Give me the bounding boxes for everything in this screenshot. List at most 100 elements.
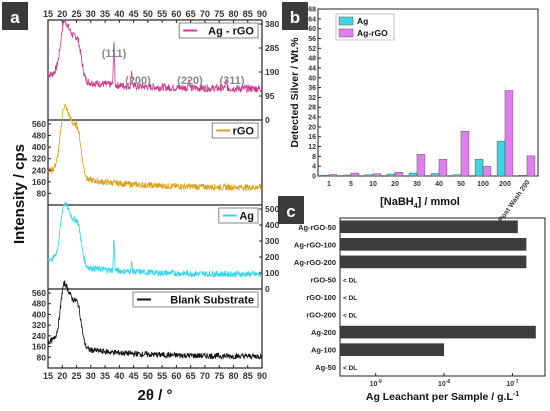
bar bbox=[328, 174, 338, 177]
y-tick-label: 160 bbox=[32, 342, 46, 352]
svg-text:a: a bbox=[10, 8, 20, 27]
bar bbox=[342, 174, 352, 177]
x-tick-label: 30 bbox=[413, 181, 421, 188]
y-tick-label: 320 bbox=[32, 320, 46, 330]
legend-box bbox=[132, 291, 259, 308]
y-tick-label: 52 bbox=[308, 46, 316, 53]
x-tick-label: 45 bbox=[129, 9, 139, 19]
x-tick-label: 20 bbox=[391, 181, 399, 188]
x-tick-label: 80 bbox=[228, 371, 238, 381]
legend-label: Ag bbox=[239, 211, 254, 223]
bar bbox=[504, 90, 514, 177]
svg-text:b: b bbox=[290, 8, 300, 27]
hbar bbox=[340, 220, 518, 234]
legend-box bbox=[218, 207, 259, 224]
bar bbox=[518, 175, 528, 177]
x-tick-label: 100 bbox=[477, 181, 489, 188]
y-tick-label: 190 bbox=[265, 67, 279, 77]
y-tick-label: 0 bbox=[312, 174, 316, 181]
y-tick-label: 300 bbox=[265, 236, 279, 246]
dl-label: < DL bbox=[343, 313, 357, 320]
bar bbox=[438, 159, 448, 177]
x-tick-label: 40 bbox=[435, 181, 443, 188]
y-tick-label: 0 bbox=[265, 284, 270, 294]
hbar-frame bbox=[339, 217, 546, 377]
y-category-label: Ag-50 bbox=[315, 363, 336, 372]
bar bbox=[364, 174, 374, 177]
y-tick-label: 240 bbox=[32, 331, 46, 341]
x-tick-label: 30 bbox=[86, 9, 96, 19]
bar bbox=[350, 172, 360, 177]
panel-label-b: b bbox=[282, 2, 308, 30]
x-tick-label: 5 bbox=[349, 181, 353, 188]
x-tick-label: 75 bbox=[214, 9, 224, 19]
y-tick-label: 64 bbox=[308, 16, 316, 23]
panel-label-a: a bbox=[2, 2, 28, 30]
y-tick-label: 20 bbox=[308, 124, 316, 131]
y-category-label: Ag-rGO-200 bbox=[294, 258, 336, 267]
dl-label: < DL bbox=[343, 295, 357, 302]
bar bbox=[474, 159, 484, 177]
hbar bbox=[340, 343, 445, 356]
x-tick-label: 25 bbox=[72, 9, 82, 19]
x-tick-label: 50 bbox=[457, 181, 465, 188]
x-tick-label: 15 bbox=[43, 9, 53, 19]
bar bbox=[372, 173, 382, 177]
x-tick-label: 30 bbox=[86, 371, 96, 381]
legend-label: Blank Substrate bbox=[170, 295, 254, 307]
legend-swatch bbox=[338, 16, 354, 26]
silver-bar-panel: 048121620242832364044485256606468Detecte… bbox=[289, 7, 539, 223]
x-axis-label: Ag Leachant per Sample / g.L-1 bbox=[366, 391, 519, 403]
x-tick-label: 15 bbox=[43, 371, 53, 381]
x-tick-label: 65 bbox=[186, 9, 196, 19]
y-category-label: rGO-100 bbox=[306, 293, 336, 302]
x-tick-label: 90 bbox=[257, 9, 267, 19]
hbar bbox=[340, 325, 536, 339]
bar bbox=[452, 174, 462, 177]
bar-frame bbox=[317, 8, 539, 177]
peak-label: (111) bbox=[102, 48, 127, 60]
y-tick-label: 4 bbox=[312, 164, 316, 171]
y-category-label: Ag-rGO-100 bbox=[294, 240, 336, 249]
y-tick-label: 48 bbox=[308, 56, 316, 63]
x-tick-label: 85 bbox=[243, 9, 253, 19]
hbar bbox=[340, 255, 527, 269]
bar bbox=[482, 166, 492, 177]
x-axis-label: 2θ / ° bbox=[138, 387, 173, 404]
y-category-label: Ag-100 bbox=[311, 346, 336, 355]
x-axis-label: [NaBH4] / mmol bbox=[380, 196, 460, 210]
x-tick-label: 50 bbox=[143, 9, 153, 19]
y-tick-label: 480 bbox=[32, 131, 46, 141]
y-category-label: Ag-rGO-50 bbox=[298, 223, 336, 232]
x-tick-label: 85 bbox=[243, 371, 253, 381]
y-tick-label: 160 bbox=[32, 177, 46, 187]
y-tick-label: 285 bbox=[265, 43, 279, 53]
legend-box bbox=[211, 122, 259, 139]
y-tick-label: 500 bbox=[265, 204, 279, 214]
xrd-trace bbox=[47, 18, 263, 94]
y-tick-label: 32 bbox=[308, 95, 316, 102]
y-axis-label: Intensity / cps bbox=[11, 144, 28, 244]
x-tick-label: 55 bbox=[157, 9, 167, 19]
y-tick-label: 240 bbox=[32, 165, 46, 175]
panel-label-c: c bbox=[278, 196, 304, 224]
y-category-label: rGO-50 bbox=[311, 275, 336, 284]
y-tick-label: 400 bbox=[265, 220, 279, 230]
legend-label: rGO bbox=[233, 126, 255, 138]
xrd-trace bbox=[47, 201, 263, 278]
legend-box bbox=[178, 22, 259, 39]
svg-text:c: c bbox=[286, 202, 295, 221]
x-tick-label: 25 bbox=[72, 371, 82, 381]
legend-swatch bbox=[338, 28, 354, 38]
x-tick-label: 90 bbox=[257, 371, 267, 381]
xrd-panel: 15 15 20 20 25 25 30 30 35 35 40 40 45 45 50 50 55 55 60 60… bbox=[11, 9, 279, 404]
x-tick-label: 55 bbox=[157, 371, 167, 381]
peak-label: (200) bbox=[125, 75, 151, 87]
x-tick-label: 80 bbox=[228, 9, 238, 19]
dl-label: < DL bbox=[343, 365, 357, 372]
x-tick-label: 10-7 bbox=[506, 379, 518, 388]
x-tick-label: 50 bbox=[143, 371, 153, 381]
y-tick-label: 40 bbox=[308, 75, 316, 82]
x-tick-label: 40 bbox=[114, 371, 124, 381]
y-tick-label: 100 bbox=[265, 268, 279, 278]
